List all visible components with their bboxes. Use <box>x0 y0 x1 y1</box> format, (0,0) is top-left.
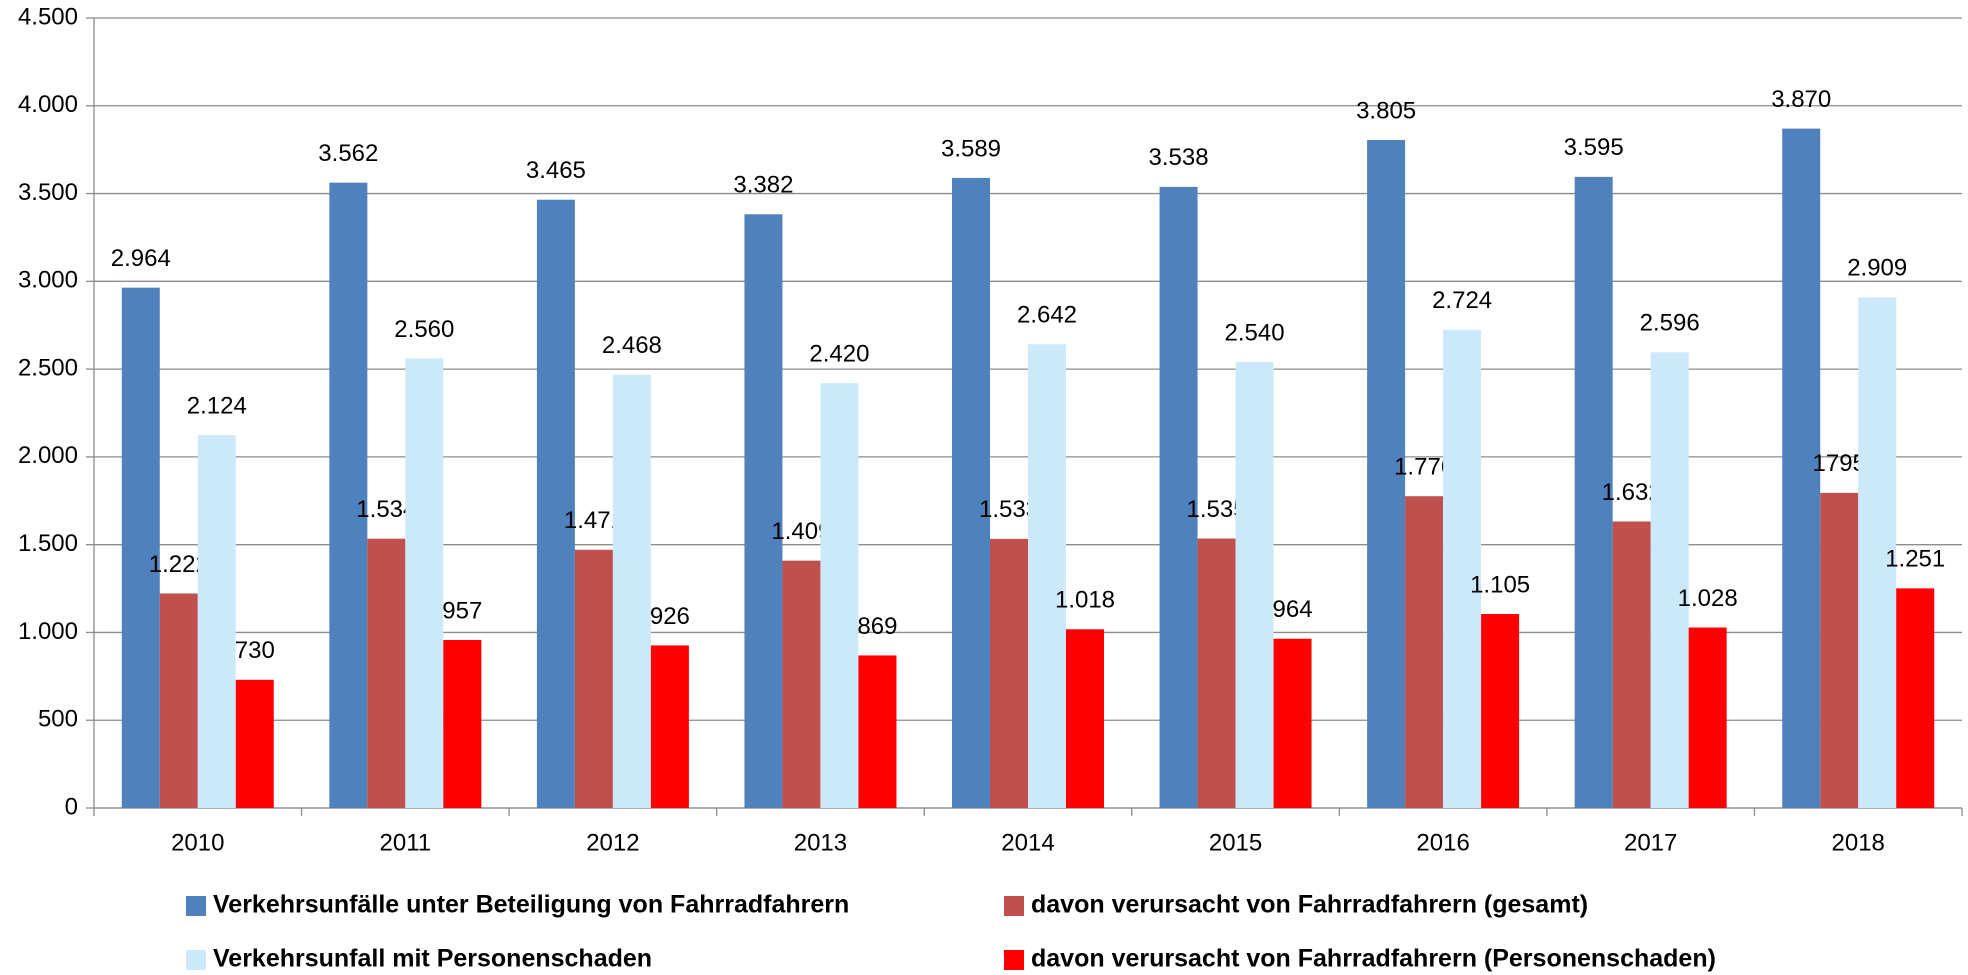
value-label: 3.805 <box>1356 97 1416 124</box>
y-tick-label: 4.500 <box>18 3 78 30</box>
bar <box>650 645 689 808</box>
value-label: 2.596 <box>1640 310 1700 337</box>
bar <box>159 593 198 808</box>
bar <box>744 214 783 808</box>
value-label: 3.465 <box>526 157 586 184</box>
value-label: 1795 <box>1813 450 1866 477</box>
bar <box>1858 297 1897 808</box>
value-label: 2.964 <box>111 245 171 272</box>
legend-label: davon verursacht von Fahrradfahrern (ges… <box>1031 891 1588 919</box>
value-label: 1.105 <box>1470 571 1530 598</box>
legend-label: davon verursacht von Fahrradfahrern (Per… <box>1031 945 1716 973</box>
bar <box>1159 186 1198 808</box>
value-label: 730 <box>235 637 275 664</box>
bar <box>782 560 821 808</box>
value-label: 3.562 <box>318 140 378 167</box>
bar <box>820 383 859 808</box>
legend-label: Verkehrsunfall mit Personenschaden <box>213 945 652 973</box>
value-label: 2.468 <box>602 332 662 359</box>
bar <box>1197 538 1236 808</box>
legend-swatch <box>1004 896 1024 916</box>
y-tick-label: 0 <box>65 793 78 820</box>
bar <box>574 549 613 808</box>
x-tick-label: 2012 <box>586 829 639 856</box>
y-tick-label: 1.500 <box>18 530 78 557</box>
value-label: 3.382 <box>733 172 793 199</box>
value-label: 957 <box>442 597 482 624</box>
legend-swatch <box>186 896 206 916</box>
value-label: 2.724 <box>1432 287 1492 314</box>
value-label: 964 <box>1273 596 1313 623</box>
x-tick-label: 2013 <box>794 829 847 856</box>
bar <box>858 655 897 808</box>
bar <box>1066 629 1104 808</box>
bar <box>121 287 160 808</box>
value-label: 3.589 <box>941 135 1001 162</box>
bar <box>1273 638 1312 808</box>
x-tick-label: 2016 <box>1416 829 1469 856</box>
value-label: 3.870 <box>1771 86 1831 113</box>
y-tick-label: 2.000 <box>18 442 78 469</box>
legend-swatch <box>186 950 206 970</box>
y-tick-label: 500 <box>38 706 78 733</box>
bar <box>1481 614 1520 808</box>
x-tick-label: 2011 <box>380 829 432 856</box>
value-label: 2.909 <box>1847 255 1907 282</box>
bar <box>1405 496 1444 808</box>
value-label: 926 <box>650 603 690 630</box>
value-label: 2.560 <box>394 316 454 343</box>
value-label: 2.642 <box>1017 302 1077 329</box>
y-tick-label: 1.000 <box>18 618 78 645</box>
bar <box>1574 176 1613 808</box>
bar <box>329 182 368 808</box>
y-tick-label: 3.000 <box>18 267 78 294</box>
x-tick-label: 2015 <box>1209 829 1262 856</box>
bar <box>1688 627 1727 808</box>
legend-label: Verkehrsunfälle unter Beteiligung von Fa… <box>213 891 849 919</box>
value-label: 1.028 <box>1678 585 1738 612</box>
bar <box>443 639 482 808</box>
bar <box>990 538 1028 808</box>
value-label: 3.595 <box>1564 134 1624 161</box>
bar <box>367 538 406 808</box>
x-tick-label: 2017 <box>1624 829 1677 856</box>
value-label: 2.124 <box>187 392 247 419</box>
value-label: 2.420 <box>809 340 869 367</box>
value-label: 3.538 <box>1149 144 1209 171</box>
x-tick-label: 2014 <box>1001 829 1054 856</box>
bar <box>1367 140 1406 808</box>
y-tick-label: 2.500 <box>18 354 78 381</box>
bar <box>405 358 444 808</box>
value-label: 2.540 <box>1225 319 1285 346</box>
value-label: 1.251 <box>1885 546 1945 573</box>
x-tick-label: 2010 <box>171 829 224 856</box>
y-tick-label: 3.500 <box>18 179 78 206</box>
bar <box>1820 492 1859 808</box>
bar <box>1443 329 1482 808</box>
value-label: 869 <box>857 613 897 640</box>
x-tick-label: 2018 <box>1832 829 1885 856</box>
bar <box>612 374 651 808</box>
bar <box>1782 128 1821 809</box>
bar <box>1896 588 1935 808</box>
y-tick-label: 4.000 <box>18 91 78 118</box>
bar <box>1028 344 1066 808</box>
bar <box>1612 521 1651 808</box>
bar <box>536 199 575 808</box>
bar <box>952 177 990 809</box>
bar <box>235 679 274 808</box>
bar <box>1235 362 1274 808</box>
bar <box>197 435 236 808</box>
bar <box>1650 352 1689 808</box>
legend-swatch <box>1004 950 1024 970</box>
value-label: 1.018 <box>1055 587 1115 614</box>
